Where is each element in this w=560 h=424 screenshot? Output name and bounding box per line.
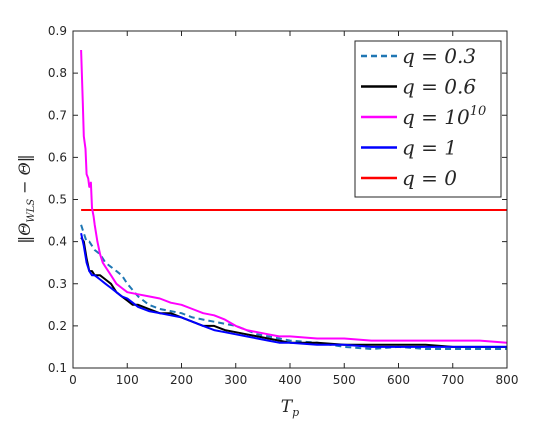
y-tick-label: 0.1	[48, 361, 67, 375]
x-axis-label: Tp	[281, 397, 299, 419]
x-tick-label: 500	[333, 373, 356, 387]
x-tick-label: 100	[116, 373, 139, 387]
x-tick-label: 200	[170, 373, 193, 387]
y-axis-label: ‖ΘWLS − Θ‖	[15, 154, 37, 244]
y-tick-label: 0.8	[48, 66, 67, 80]
x-tick-label: 600	[387, 373, 410, 387]
y-tick-label: 0.7	[48, 108, 67, 122]
legend-box	[354, 40, 502, 198]
legend-label-0: q = 0.3	[402, 44, 476, 68]
series-line-3	[80, 232, 507, 348]
x-tick-label: 0	[69, 373, 77, 387]
series-layer	[80, 49, 508, 350]
x-tick-label: 800	[496, 373, 519, 387]
y-tick-label: 0.4	[48, 235, 67, 249]
y-tick-label: 0.3	[48, 277, 67, 291]
legend-label-1: q = 0.6	[402, 75, 476, 99]
legend-label-4: q = 0	[402, 166, 457, 190]
y-tick-label: 0.2	[48, 319, 67, 333]
x-tick-label: 300	[224, 373, 247, 387]
series-line-0	[80, 224, 507, 350]
legend-label-3: q = 1	[402, 136, 457, 160]
y-tick-label: 0.5	[48, 193, 67, 207]
axis-layer: 0 100 200 300 400 500 600 700 800 0.1 0.2 0.3 0.4 0.5…	[48, 24, 519, 387]
y-tick-label: 0.6	[48, 150, 67, 164]
series-line-2	[80, 49, 508, 344]
x-tick-label: 400	[279, 373, 302, 387]
y-tick-label: 0.9	[48, 24, 67, 38]
x-tick-label: 700	[441, 373, 464, 387]
